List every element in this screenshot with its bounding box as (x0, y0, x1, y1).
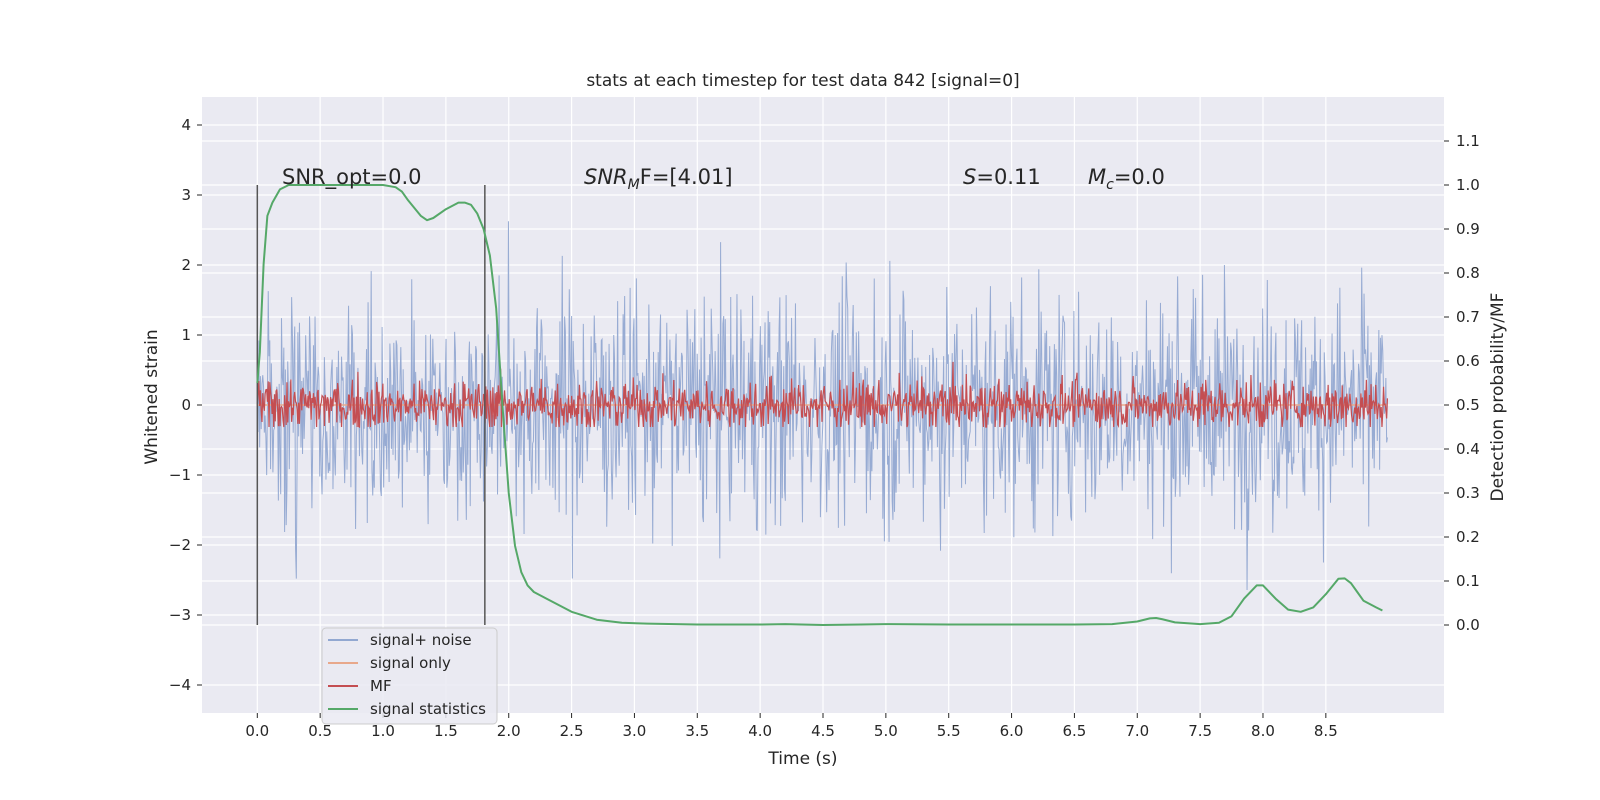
y2-axis-label: Detection probability/MF (1488, 293, 1508, 502)
x-tick-label: 0.5 (308, 722, 332, 740)
y-axis-label: Whitened strain (142, 329, 162, 464)
annotation-snr-mf: SNRMF=[4.01] (584, 165, 733, 193)
y2-tick-label: 0.8 (1456, 264, 1480, 282)
y2-tick-label: 0.3 (1456, 484, 1480, 502)
x-tick-label: 7.0 (1125, 722, 1149, 740)
series-signal-statistics (256, 184, 1383, 626)
y2-tick-label: 0.6 (1456, 352, 1480, 370)
x-axis-label: Time (s) (767, 749, 837, 769)
x-tick-label: 1.0 (371, 722, 395, 740)
y-tick-label: 3 (181, 186, 191, 204)
y2-tick-label: 1.0 (1456, 176, 1480, 194)
legend-label-mf: MF (370, 677, 392, 695)
legend-box (321, 627, 498, 725)
x-tick-label: 8.5 (1314, 722, 1338, 740)
snr-mf-sub: M (628, 177, 640, 193)
x-tick-label: 3.5 (685, 722, 709, 740)
x-tick-label: 8.0 (1251, 722, 1275, 740)
annotation-s: S=0.11 (963, 165, 1041, 189)
y-gridlines (202, 124, 1444, 686)
mf-line (256, 361, 1389, 429)
x-tick-label: 2.5 (560, 722, 584, 740)
window-markers (256, 185, 486, 625)
mc-sub: c (1106, 177, 1114, 193)
y2-tick-label: 1.1 (1456, 132, 1480, 150)
x-tick-label: 4.0 (748, 722, 772, 740)
x-axis-ticks: 0.0 0.5 1.0 1.5 2.0 2.5 3.0 3.5 4.0 4.5 5.0 5.5 6.0 6… (245, 713, 1338, 740)
y-tick-label: −1 (169, 466, 191, 484)
chart-title: stats at each timestep for test data 842… (586, 71, 1019, 91)
legend-label-signal-statistics: signal statistics (370, 700, 486, 718)
s-rest: =0.11 (976, 165, 1040, 189)
x-tick-label: 6.5 (1062, 722, 1086, 740)
annotation-mc: Mc=0.0 (1088, 165, 1165, 193)
y2-tick-label: 0.5 (1456, 396, 1480, 414)
annotation-snr-opt: SNR_opt=0.0 (282, 165, 422, 190)
s-main: S (963, 165, 976, 189)
snr-mf-main: SNR (584, 165, 628, 189)
legend-label-signal-noise: signal+ noise (370, 631, 472, 649)
signal-statistics-line (256, 184, 1383, 626)
x-tick-label: 7.5 (1188, 722, 1212, 740)
y2-tick-label: 0.7 (1456, 308, 1480, 326)
y-tick-label: 0 (181, 396, 191, 414)
y-tick-label: 2 (181, 256, 191, 274)
legend: signal+ noise signal only MF signal stat… (321, 627, 498, 725)
y2-tick-label: 0.2 (1456, 528, 1480, 546)
y2-axis-ticks: 1.1 1.0 0.9 0.8 0.7 0.6 0.5 0.4 0.3 0.2 0.1 0.0 (1444, 132, 1480, 634)
mc-main: M (1088, 165, 1106, 189)
x-tick-label: 6.0 (1000, 722, 1024, 740)
y-axis-ticks: 4 3 2 1 0 −1 −2 −3 −4 (169, 116, 202, 694)
y2-tick-label: 0.1 (1456, 572, 1480, 590)
x-tick-label: 5.0 (874, 722, 898, 740)
y-tick-label: −4 (169, 676, 191, 694)
y-tick-label: −2 (169, 536, 191, 554)
y2-tick-label: 0.4 (1456, 440, 1480, 458)
mc-rest: =0.0 (1114, 165, 1165, 189)
x-tick-label: 2.0 (497, 722, 521, 740)
x-tick-label: 5.5 (937, 722, 961, 740)
snr-mf-rest: F=[4.01] (640, 165, 733, 189)
y2-tick-label: 0.9 (1456, 220, 1480, 238)
y2-tick-label: 0.0 (1456, 616, 1480, 634)
x-tick-label: 3.0 (623, 722, 647, 740)
y-tick-label: −3 (169, 606, 191, 624)
series-mf (256, 361, 1389, 429)
x-tick-label: 4.5 (811, 722, 835, 740)
x-tick-label: 0.0 (245, 722, 269, 740)
legend-label-signal-only: signal only (370, 654, 451, 672)
x-tick-label: 1.5 (434, 722, 458, 740)
y-tick-label: 1 (181, 326, 191, 344)
y-tick-label: 4 (181, 116, 191, 134)
